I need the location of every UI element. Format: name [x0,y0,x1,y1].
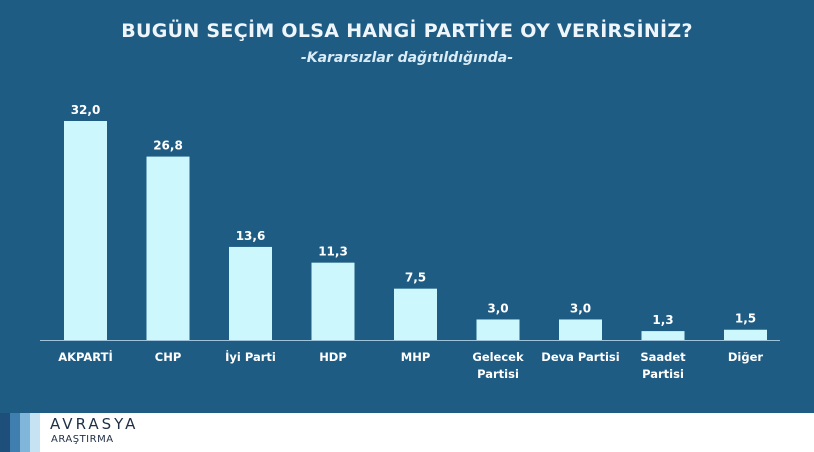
category-label-5-line-0: Gelecek [472,350,524,364]
value-label-6: 3,0 [570,301,591,315]
value-label-4: 7,5 [405,271,426,285]
bar-1 [146,156,190,340]
value-label-2: 13,6 [236,229,266,243]
bar-0 [64,121,107,340]
value-label-7: 1,3 [652,313,673,327]
category-label-4: MHP [401,350,431,364]
category-label-8: Diğer [728,350,764,364]
category-label-7-line-1: Partisi [642,367,684,381]
bar-6 [559,319,602,340]
category-label-0: AKPARTİ [58,349,113,364]
category-label-2: İyi Parti [225,349,276,364]
category-label-3: HDP [319,350,347,364]
brand-name: AVRASYA [50,415,139,433]
category-label-7-line-0: Saadet [640,350,686,364]
bar-7 [641,331,685,340]
chart-title: BUGÜN SEÇİM OLSA HANGİ PARTİYE OY VERİRS… [121,20,693,42]
bar-3 [311,262,355,340]
category-label-5-line-1: Partisi [477,367,519,381]
value-label-3: 11,3 [318,245,348,259]
logo-stripes-icon [0,413,40,452]
value-label-5: 3,0 [487,301,508,315]
category-label-1: CHP [155,350,182,364]
bar-5 [476,319,520,340]
bar-2 [229,246,272,340]
bar-4 [394,288,437,340]
bar-8 [724,329,767,340]
value-label-8: 1,5 [735,312,756,326]
chart-subtitle: -Kararsızlar dağıtıldığında- [300,50,514,66]
value-label-1: 26,8 [153,139,183,153]
brand-subname: ARAŞTIRMA [51,434,114,445]
footer-strip [0,413,814,452]
value-label-0: 32,0 [71,103,101,117]
category-label-6: Deva Partisi [541,350,619,364]
